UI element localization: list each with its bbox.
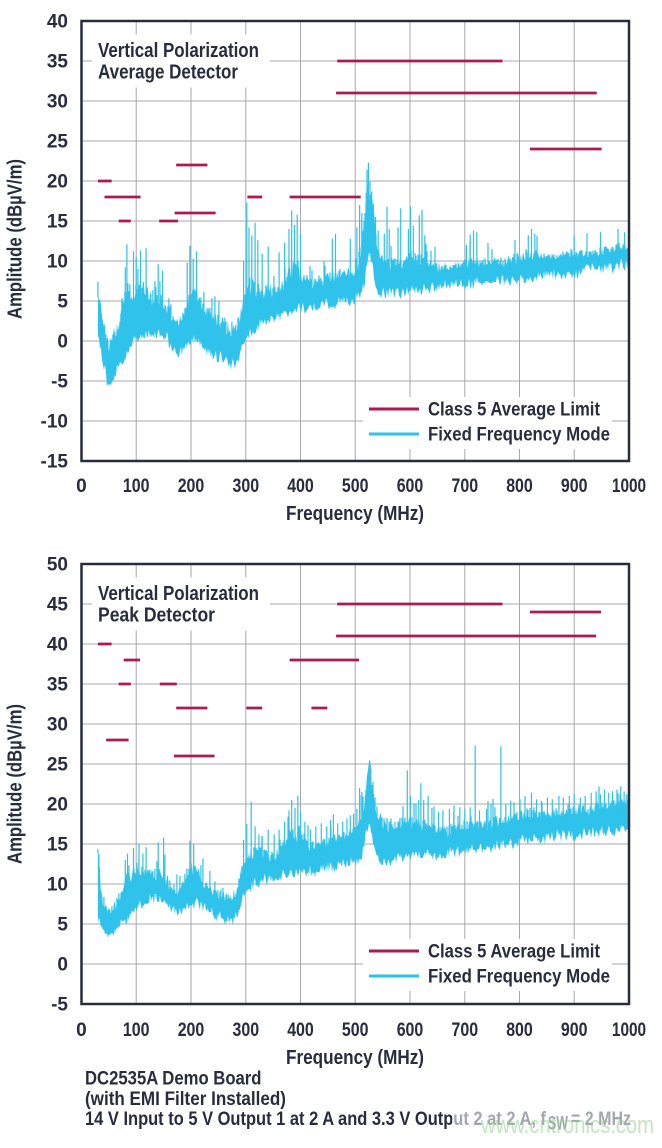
svg-text:25: 25 xyxy=(47,132,69,153)
svg-text:Frequency (MHz): Frequency (MHz) xyxy=(286,503,424,525)
svg-text:500: 500 xyxy=(342,476,369,497)
svg-text:100: 100 xyxy=(123,476,150,497)
svg-text:900: 900 xyxy=(561,1020,588,1041)
svg-text:600: 600 xyxy=(397,476,424,497)
svg-text:Fixed Frequency Mode: Fixed Frequency Mode xyxy=(428,967,610,988)
svg-text:800: 800 xyxy=(506,476,533,497)
svg-text:DC2535A Demo Board: DC2535A Demo Board xyxy=(85,1068,262,1089)
svg-text:35: 35 xyxy=(47,675,69,696)
svg-text:Class 5 Average Limit: Class 5 Average Limit xyxy=(428,400,601,421)
svg-text:600: 600 xyxy=(397,1020,424,1041)
svg-text:-5: -5 xyxy=(51,372,68,393)
svg-text:800: 800 xyxy=(506,1020,533,1041)
svg-text:Amplitude (dBµV/m): Amplitude (dBµV/m) xyxy=(5,159,27,319)
svg-text:30: 30 xyxy=(47,92,68,113)
svg-text:400: 400 xyxy=(287,476,314,497)
svg-text:300: 300 xyxy=(233,1020,260,1041)
svg-text:10: 10 xyxy=(47,875,68,896)
svg-text:0: 0 xyxy=(76,476,87,497)
svg-text:40: 40 xyxy=(47,635,68,656)
svg-text:Vertical Polarization: Vertical Polarization xyxy=(98,583,259,605)
svg-text:Vertical Polarization: Vertical Polarization xyxy=(98,40,259,62)
svg-text:(with EMI Filter Installed): (with EMI Filter Installed) xyxy=(85,1089,286,1110)
svg-text:700: 700 xyxy=(452,1020,479,1041)
svg-text:1000: 1000 xyxy=(612,476,646,497)
svg-text:0: 0 xyxy=(57,955,68,976)
svg-text:0: 0 xyxy=(76,1020,87,1041)
svg-text:900: 900 xyxy=(561,476,588,497)
svg-text:Average Detector: Average Detector xyxy=(98,62,238,84)
svg-text:500: 500 xyxy=(342,1020,369,1041)
svg-text:5: 5 xyxy=(57,915,68,936)
svg-text:Class 5 Average Limit: Class 5 Average Limit xyxy=(428,942,601,963)
svg-text:700: 700 xyxy=(452,476,479,497)
svg-text:10: 10 xyxy=(47,252,68,273)
svg-text:300: 300 xyxy=(233,476,260,497)
svg-text:30: 30 xyxy=(47,715,68,736)
svg-text:www.cntronics.com: www.cntronics.com xyxy=(480,1112,654,1139)
svg-text:5: 5 xyxy=(57,292,68,313)
svg-text:1000: 1000 xyxy=(612,1020,646,1041)
svg-text:0: 0 xyxy=(57,332,68,353)
svg-text:400: 400 xyxy=(287,1020,314,1041)
svg-text:Amplitude (dBµV/m): Amplitude (dBµV/m) xyxy=(5,704,27,864)
svg-text:40: 40 xyxy=(47,12,68,33)
svg-text:15: 15 xyxy=(47,835,69,856)
svg-text:-5: -5 xyxy=(51,995,68,1016)
svg-text:Frequency (MHz): Frequency (MHz) xyxy=(286,1047,424,1069)
svg-text:50: 50 xyxy=(47,555,68,576)
svg-text:20: 20 xyxy=(47,795,68,816)
svg-text:Fixed Frequency Mode: Fixed Frequency Mode xyxy=(428,425,610,446)
svg-text:Peak Detector: Peak Detector xyxy=(98,605,215,627)
svg-text:35: 35 xyxy=(47,52,69,73)
svg-text:100: 100 xyxy=(123,1020,150,1041)
svg-text:200: 200 xyxy=(178,476,205,497)
svg-text:25: 25 xyxy=(47,755,69,776)
svg-text:-15: -15 xyxy=(41,452,69,473)
svg-text:15: 15 xyxy=(47,212,69,233)
svg-text:14 V Input to 5 V Output 1 at: 14 V Input to 5 V Output 1 at 2 A and 3.… xyxy=(85,1109,547,1130)
svg-text:20: 20 xyxy=(47,172,68,193)
svg-text:45: 45 xyxy=(47,595,69,616)
svg-text:200: 200 xyxy=(178,1020,205,1041)
svg-text:-10: -10 xyxy=(41,412,68,433)
